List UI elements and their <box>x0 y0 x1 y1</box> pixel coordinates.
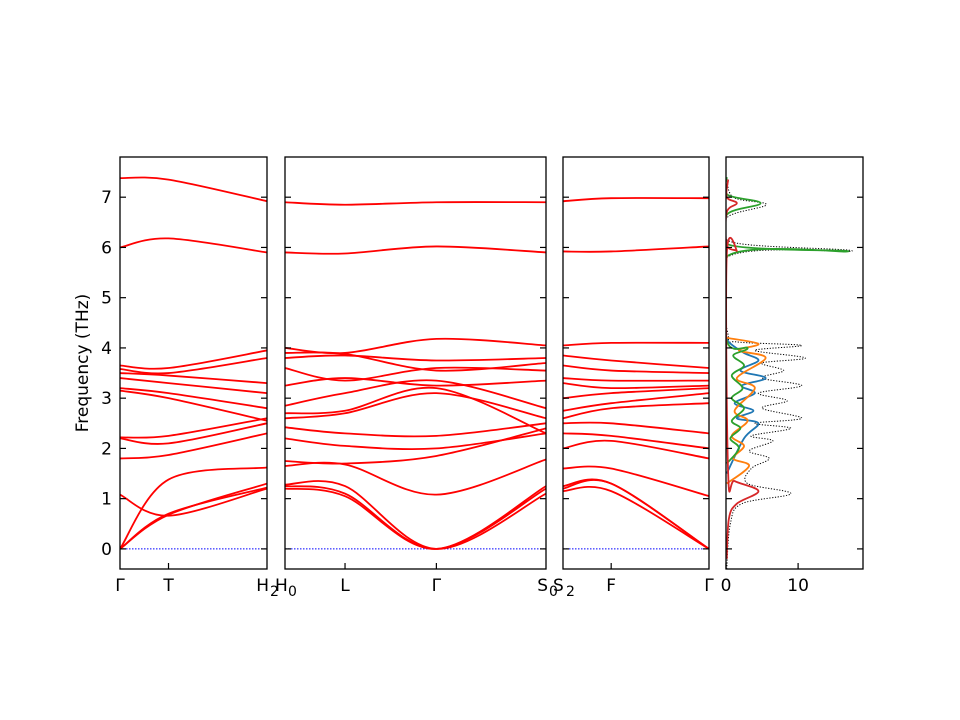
y-tick-label: 7 <box>101 188 112 208</box>
phonon-band <box>285 354 546 362</box>
phonon-band <box>285 422 546 438</box>
phonon-band <box>285 201 546 206</box>
phonon-band <box>120 357 267 375</box>
high-symmetry-sublabel: 0 <box>549 584 558 600</box>
y-tick-label: 6 <box>101 238 112 258</box>
phonon-band <box>120 466 267 550</box>
dos-panel: 0 10 <box>721 156 864 596</box>
dos-total-curve <box>726 176 853 569</box>
phonon-band <box>563 387 709 400</box>
high-symmetry-label: H <box>275 576 288 596</box>
y-tick-label: 0 <box>101 540 112 560</box>
high-symmetry-label: Γ <box>115 576 125 596</box>
phonon-band <box>285 379 546 410</box>
y-axis-label: Frequency (THz) <box>73 294 93 433</box>
phonon-band <box>563 432 709 450</box>
phonon-band <box>120 487 267 517</box>
dos-curves <box>726 176 853 569</box>
bands-group <box>563 197 709 550</box>
phonon-band <box>120 417 267 439</box>
dos-frame <box>725 156 864 570</box>
high-symmetry-label: S <box>553 576 564 596</box>
dos-partial-curve <box>726 336 767 485</box>
phonon-band <box>285 245 546 255</box>
dos-x-tick-label: 0 <box>721 576 732 596</box>
high-symmetry-sublabel: 0 <box>288 584 297 600</box>
phonon-band <box>120 176 267 203</box>
phonon-band <box>285 480 546 550</box>
phonon-band <box>563 465 709 498</box>
bands-group <box>285 201 546 550</box>
panel-frame <box>562 156 710 570</box>
high-symmetry-label: F <box>606 576 616 596</box>
phonon-band <box>120 349 267 370</box>
high-symmetry-sublabel: 2 <box>270 584 279 600</box>
dos-partial-curve <box>726 177 850 465</box>
high-symmetry-sublabel: 2 <box>566 584 575 600</box>
phonon-band <box>563 364 709 374</box>
phonon-band <box>285 485 546 550</box>
high-symmetry-label: L <box>340 576 350 596</box>
dos-x-tick-label: 10 <box>787 576 809 596</box>
high-symmetry-label: Γ <box>432 576 442 596</box>
phonon-band <box>285 377 546 387</box>
panel-frame <box>284 156 547 570</box>
high-symmetry-label: T <box>162 576 174 596</box>
high-symmetry-label: H <box>256 576 269 596</box>
phonon-band <box>563 421 709 435</box>
y-tick-label: 4 <box>101 339 112 359</box>
high-symmetry-label: Γ <box>704 576 714 596</box>
dos-partial-curve <box>726 337 767 474</box>
phonon-band <box>563 485 709 550</box>
phonon-band <box>563 354 709 369</box>
phonon-band <box>120 237 267 254</box>
phonon-band <box>285 366 546 382</box>
phonon-band <box>120 422 267 445</box>
phonon-band <box>563 377 709 382</box>
y-tick-label: 5 <box>101 289 112 309</box>
phonon-band <box>563 197 709 203</box>
phonon-band <box>285 392 546 420</box>
phonon-band <box>285 337 546 355</box>
phonon-band <box>285 386 546 435</box>
y-tick-label: 2 <box>101 439 112 459</box>
phonon-band <box>563 341 709 347</box>
phonon-band <box>563 402 709 420</box>
bands-group <box>120 176 267 550</box>
high-symmetry-label: S <box>537 576 548 596</box>
phonon-band <box>285 485 546 550</box>
panel-frame <box>119 156 268 570</box>
phonon-band <box>563 245 709 253</box>
phonon-band <box>285 432 546 451</box>
y-tick-label: 3 <box>101 389 112 409</box>
phonon-band <box>120 387 267 410</box>
phonon-band <box>120 486 267 550</box>
phonon-band <box>563 439 709 460</box>
phonon-band <box>285 458 546 496</box>
phonon-band <box>120 389 267 422</box>
phonon-band <box>120 372 267 384</box>
phonon-band <box>285 427 546 465</box>
phonon-band <box>120 377 267 395</box>
y-tick-label: 1 <box>101 490 112 510</box>
phonon-band <box>563 392 709 412</box>
phonon-band <box>120 432 267 460</box>
phonon-band <box>563 478 709 550</box>
phonon-band <box>563 382 709 390</box>
